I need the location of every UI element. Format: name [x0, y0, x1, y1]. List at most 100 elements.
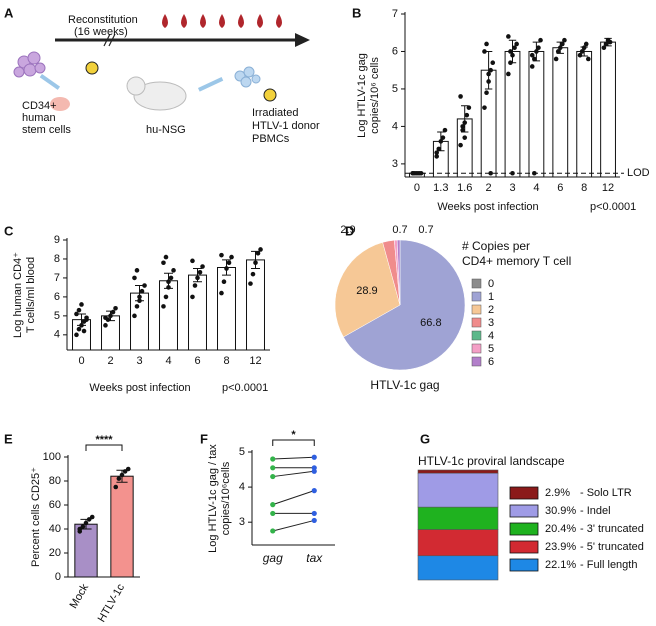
data-point	[79, 302, 84, 307]
y-tick-label: 100	[43, 451, 61, 463]
x-tick-label: 2	[486, 182, 492, 194]
x-tick-label: 3	[136, 355, 142, 367]
legend-label: - Full length	[580, 559, 637, 571]
data-point	[119, 472, 125, 478]
y-tick-label: 8	[54, 253, 60, 265]
donor-label: Irradiated	[252, 107, 298, 119]
data-point	[460, 127, 465, 133]
data-point	[224, 266, 229, 271]
data-point	[137, 298, 142, 303]
x-tick-label: 1.3	[433, 182, 448, 194]
donor-label: HTLV-1 donor	[252, 120, 320, 132]
data-point	[116, 476, 122, 481]
legend-value: 2.9%	[545, 487, 570, 499]
data-point	[161, 260, 166, 266]
data-point	[134, 304, 140, 309]
data-point	[311, 517, 317, 524]
legend-swatch	[471, 330, 482, 341]
cells-label: human	[22, 112, 56, 124]
slice-label: 28.9	[356, 285, 377, 297]
cells-label: CD34+	[22, 100, 57, 112]
x-tick-label: 8	[581, 182, 587, 194]
data-point	[134, 268, 140, 273]
data-point	[488, 67, 493, 73]
bar	[552, 47, 569, 178]
panel-letter: G	[420, 431, 430, 446]
y-axis-label: copies/10⁶ cells	[369, 57, 381, 134]
data-point	[532, 56, 537, 62]
data-point	[311, 454, 317, 460]
pair-line	[272, 519, 315, 532]
legend-value: 30.9%	[545, 505, 576, 517]
y-tick-label: 80	[49, 475, 61, 487]
significance-bracket	[272, 439, 315, 446]
data-point	[464, 112, 470, 118]
y-axis-label: Log human CD4⁺	[12, 252, 24, 338]
data-point	[508, 49, 513, 54]
y-axis-label: Log HTLV-1c gag	[356, 53, 368, 138]
break-mark	[103, 33, 111, 47]
y-axis-label: Log HTLV-1c gag / tax	[207, 444, 219, 553]
significance: *	[291, 429, 296, 441]
significance: ****	[95, 434, 113, 446]
data-point	[81, 328, 87, 334]
data-point	[490, 60, 496, 66]
data-point	[163, 294, 169, 300]
data-point	[270, 502, 276, 508]
x-tick-label: 0	[414, 182, 420, 194]
mouse	[133, 81, 187, 111]
legend-swatch	[471, 317, 482, 328]
timeline-label: Reconstitution	[68, 14, 138, 26]
x-tick-label: 6	[194, 355, 200, 367]
data-point	[108, 313, 113, 319]
slice-label: 0.7	[392, 224, 407, 236]
bar	[528, 50, 545, 178]
pup	[50, 97, 70, 111]
data-point	[482, 49, 487, 54]
data-point	[137, 294, 142, 300]
y-axis-label: copies/10⁶cells	[220, 461, 232, 535]
data-point	[80, 524, 86, 529]
y-axis-label: Percent cells CD25⁺	[30, 467, 42, 567]
data-point	[76, 326, 82, 332]
y-tick-label: 40	[49, 523, 61, 535]
data-point	[577, 52, 583, 58]
data-point	[579, 49, 585, 54]
legend-value: 22.1%	[545, 559, 576, 571]
bar-segment	[417, 469, 499, 474]
legend-label: - Indel	[580, 505, 611, 517]
bar	[504, 50, 521, 178]
data-point	[132, 313, 137, 319]
data-point	[508, 60, 513, 66]
pair-line	[272, 490, 315, 506]
panel-letter: E	[4, 431, 13, 446]
data-point	[76, 307, 82, 313]
bar	[159, 280, 178, 351]
data-point	[462, 120, 468, 125]
legend-swatch	[471, 304, 482, 315]
pie-title: HTLV-1c gag	[370, 378, 439, 392]
x-tick-label: HTLV-1c	[96, 582, 128, 625]
data-point	[603, 41, 609, 47]
legend-label: - 5' truncated	[580, 541, 644, 553]
data-point	[562, 37, 567, 43]
data-point	[601, 45, 607, 51]
y-tick-label: 0	[55, 571, 61, 583]
legend-swatch	[471, 356, 482, 367]
x-tick-label: 1.6	[457, 182, 472, 194]
data-point	[506, 34, 511, 39]
legend-swatch	[471, 278, 482, 289]
data-point	[161, 304, 166, 309]
data-point	[460, 124, 465, 129]
x-tick-label: Mock	[68, 582, 92, 611]
bar	[188, 274, 207, 351]
stem-cells	[13, 51, 46, 78]
x-tick-label: 8	[223, 355, 229, 367]
p-value: p<0.0001	[590, 201, 636, 213]
pie-slice	[396, 239, 401, 306]
bar-segment	[417, 472, 499, 508]
x-tick-label: 2	[107, 355, 113, 367]
data-point	[171, 268, 176, 273]
mouse-label: hu-NSG	[146, 124, 186, 136]
data-point	[192, 283, 198, 288]
